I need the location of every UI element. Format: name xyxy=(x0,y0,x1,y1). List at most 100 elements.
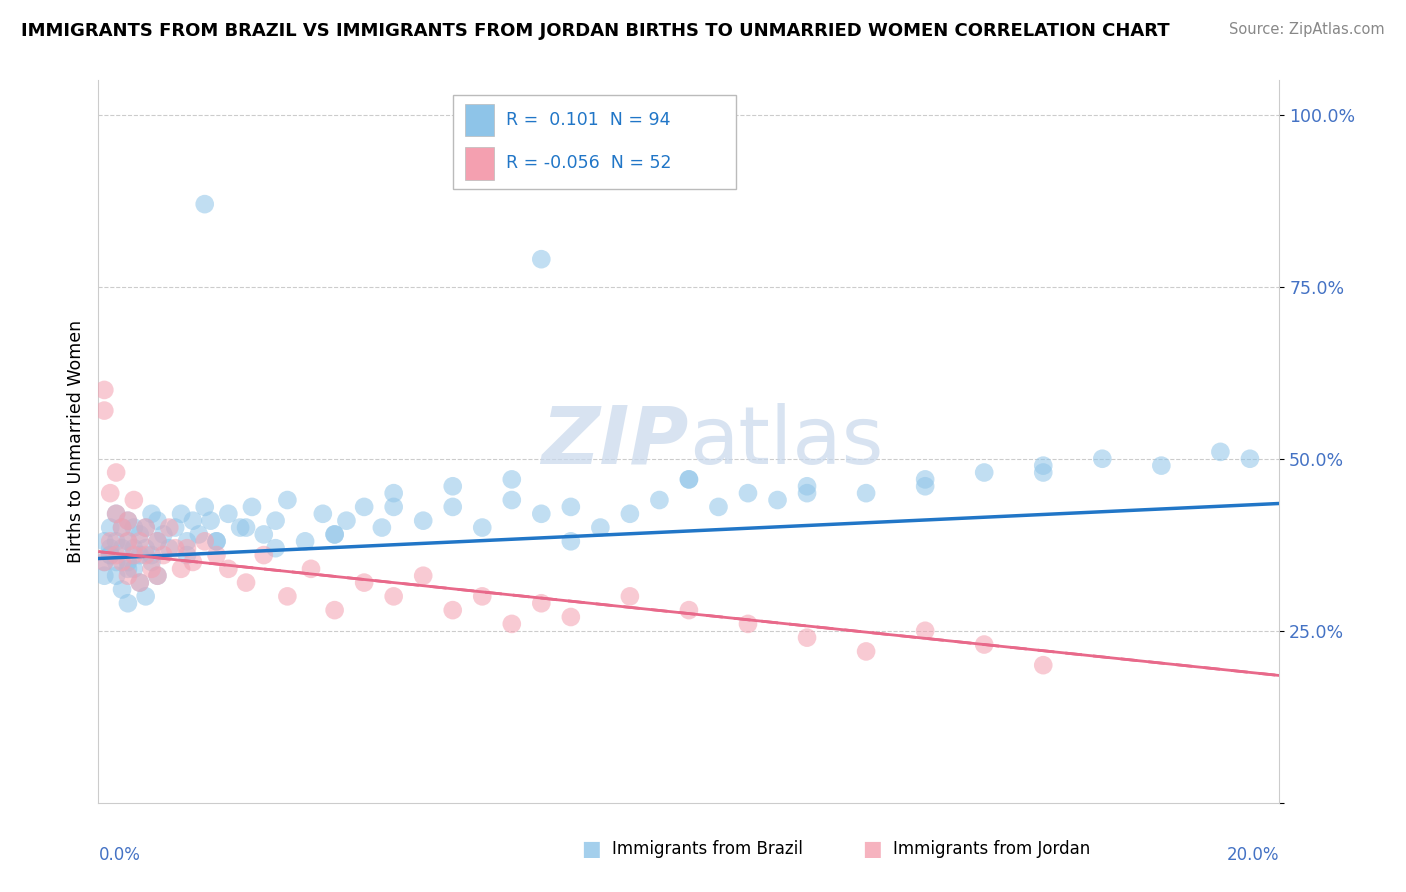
Point xyxy=(371,520,394,534)
Point xyxy=(796,479,818,493)
Point xyxy=(323,527,346,541)
Point xyxy=(98,520,121,534)
Point xyxy=(176,534,198,549)
Point xyxy=(98,486,121,500)
Point xyxy=(678,603,700,617)
Point xyxy=(264,514,287,528)
Point xyxy=(146,534,169,549)
Point xyxy=(299,562,322,576)
Point xyxy=(165,520,187,534)
Point xyxy=(412,514,434,528)
Point xyxy=(146,568,169,582)
Point xyxy=(111,582,134,597)
Point xyxy=(194,500,217,514)
Point xyxy=(1239,451,1261,466)
Point xyxy=(93,534,115,549)
Point xyxy=(117,514,139,528)
Text: atlas: atlas xyxy=(689,402,883,481)
Point xyxy=(181,555,204,569)
Point xyxy=(122,541,145,556)
Point xyxy=(194,197,217,211)
Point xyxy=(1032,458,1054,473)
Point xyxy=(471,520,494,534)
Text: R = -0.056  N = 52: R = -0.056 N = 52 xyxy=(506,154,672,172)
Point xyxy=(128,575,150,590)
Point xyxy=(914,624,936,638)
Text: Immigrants from Brazil: Immigrants from Brazil xyxy=(612,840,803,858)
Point xyxy=(441,603,464,617)
Point xyxy=(117,514,139,528)
Point xyxy=(93,555,115,569)
Point xyxy=(111,520,134,534)
Point xyxy=(240,500,263,514)
Point xyxy=(105,568,128,582)
Point xyxy=(678,472,700,486)
Point xyxy=(111,541,134,556)
Point xyxy=(560,500,582,514)
Point xyxy=(619,507,641,521)
Point xyxy=(111,520,134,534)
Point xyxy=(1150,458,1173,473)
Point xyxy=(441,500,464,514)
Point xyxy=(1032,466,1054,480)
Point xyxy=(382,500,405,514)
Point xyxy=(165,541,187,556)
Point xyxy=(253,527,276,541)
Text: Immigrants from Jordan: Immigrants from Jordan xyxy=(893,840,1090,858)
Point xyxy=(235,575,257,590)
Point xyxy=(152,548,174,562)
Point xyxy=(200,514,222,528)
Point xyxy=(323,527,346,541)
Point xyxy=(105,555,128,569)
Point xyxy=(501,616,523,631)
Point xyxy=(530,596,553,610)
Point xyxy=(589,520,612,534)
Point xyxy=(973,638,995,652)
Point xyxy=(170,562,193,576)
Point xyxy=(93,403,115,417)
Point xyxy=(135,520,157,534)
Point xyxy=(441,479,464,493)
Point xyxy=(194,534,217,549)
Point xyxy=(117,534,139,549)
Point xyxy=(1091,451,1114,466)
Point xyxy=(914,479,936,493)
Point xyxy=(98,534,121,549)
Text: ZIP: ZIP xyxy=(541,402,689,481)
Point xyxy=(146,568,169,582)
Point xyxy=(93,383,115,397)
Point xyxy=(128,575,150,590)
Text: ■: ■ xyxy=(581,839,600,859)
Point xyxy=(217,507,239,521)
Point xyxy=(560,610,582,624)
Point xyxy=(187,527,209,541)
Point xyxy=(98,548,121,562)
Point xyxy=(353,575,375,590)
Point xyxy=(530,507,553,521)
Point xyxy=(707,500,730,514)
Point xyxy=(93,568,115,582)
Point xyxy=(105,507,128,521)
Point xyxy=(141,548,163,562)
Point xyxy=(117,534,139,549)
Point xyxy=(501,472,523,486)
Point xyxy=(796,486,818,500)
Point xyxy=(294,534,316,549)
Point xyxy=(122,548,145,562)
Point xyxy=(648,493,671,508)
Point xyxy=(276,493,298,508)
Point xyxy=(619,590,641,604)
Point xyxy=(122,520,145,534)
Bar xyxy=(464,103,494,136)
Point xyxy=(471,590,494,604)
Bar xyxy=(464,147,494,179)
Point xyxy=(128,548,150,562)
Point xyxy=(855,486,877,500)
FancyBboxPatch shape xyxy=(453,95,737,189)
Point xyxy=(146,534,169,549)
Point xyxy=(323,603,346,617)
Point xyxy=(217,562,239,576)
Point xyxy=(264,541,287,556)
Point xyxy=(122,493,145,508)
Point xyxy=(530,252,553,267)
